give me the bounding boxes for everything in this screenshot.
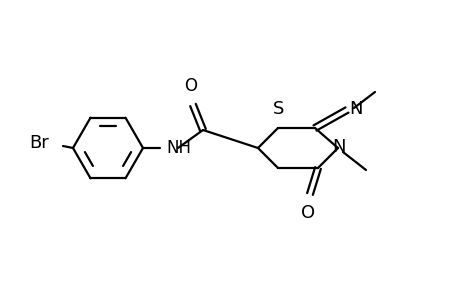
Text: O: O [300, 204, 314, 222]
Text: N: N [331, 138, 345, 156]
Text: N: N [348, 100, 362, 118]
Text: O: O [184, 77, 197, 95]
Text: S: S [273, 100, 284, 118]
Text: NH: NH [166, 139, 190, 157]
Text: Br: Br [29, 134, 49, 152]
